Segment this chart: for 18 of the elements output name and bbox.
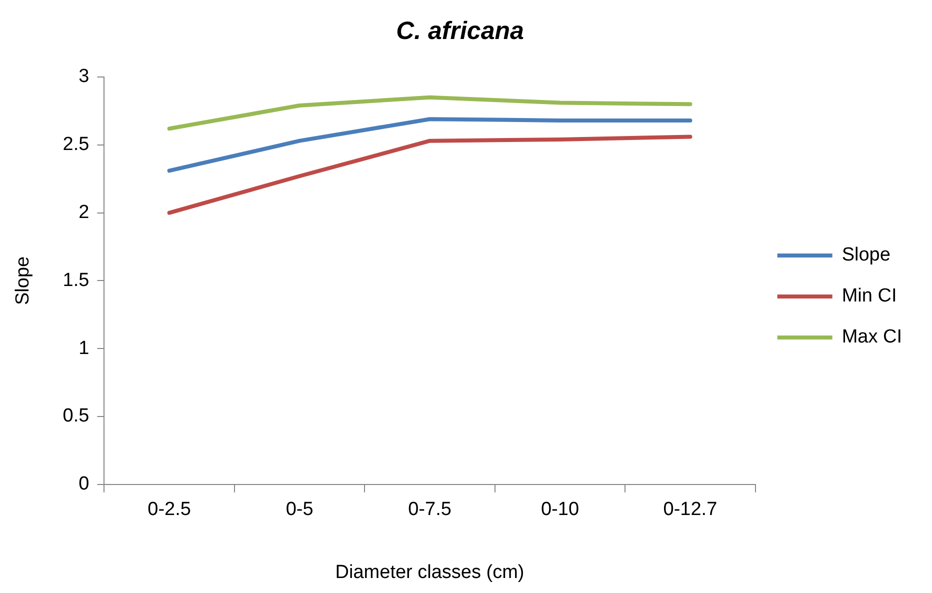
x-tick-label: 0-12.7 xyxy=(663,499,718,520)
x-tick-label: 0-7.5 xyxy=(408,499,452,520)
y-tick-label: 1.5 xyxy=(62,270,90,291)
y-tick-label: 3 xyxy=(78,66,90,88)
y-tick-label: 1 xyxy=(78,338,90,359)
chart-title: C. africana xyxy=(396,16,524,45)
x-tick-label: 0-2.5 xyxy=(148,499,191,520)
y-tick-label: 0 xyxy=(78,474,90,495)
y-tick-label: 0.5 xyxy=(62,406,90,427)
y-axis-title: Slope xyxy=(12,256,34,306)
x-tick-label: 0-5 xyxy=(286,499,314,520)
legend-label: Slope xyxy=(842,244,890,266)
legend-label: Min CI xyxy=(842,286,897,307)
y-tick-label: 2 xyxy=(78,202,90,224)
x-axis-title: Diameter classes (cm) xyxy=(335,562,524,583)
y-tick-label: 2.5 xyxy=(62,134,90,156)
x-tick-label: 0-10 xyxy=(540,499,580,520)
legend-label: Max CI xyxy=(842,326,902,348)
